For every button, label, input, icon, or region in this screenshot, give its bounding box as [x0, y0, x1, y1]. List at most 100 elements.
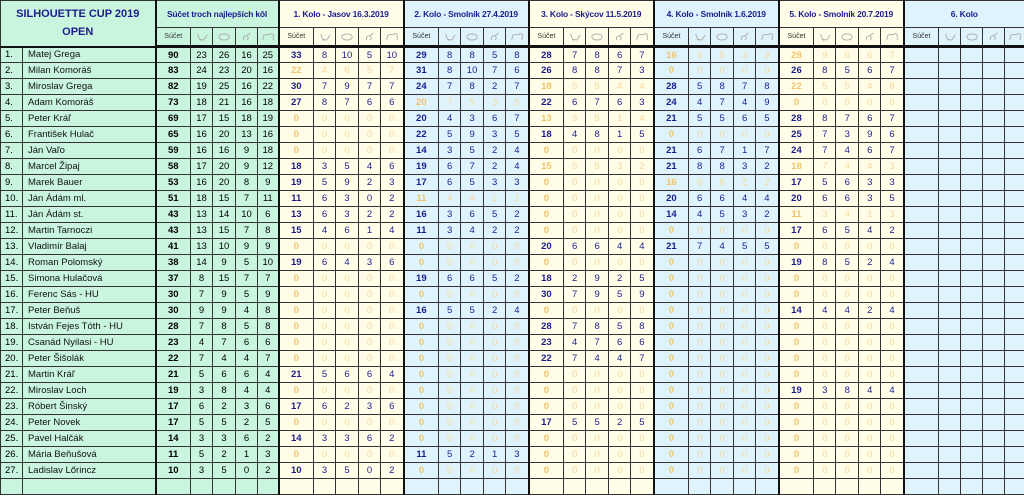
round-score-cell: 7 [880, 62, 905, 79]
round-score-cell: 6 [835, 190, 860, 207]
round-score-cell: 2 [358, 174, 382, 191]
round-score-cell [982, 446, 1006, 463]
round-score-cell: 2 [755, 174, 780, 191]
round-score-cell: 7 [585, 334, 610, 351]
round-score-cell: 2 [483, 158, 507, 175]
round-score-cell: 7 [733, 78, 757, 95]
round-score-cell: 0 [335, 270, 360, 287]
round-score-cell: 0 [505, 334, 530, 351]
round-sum-cell: 22 [528, 94, 565, 111]
round-score-cell: 5 [358, 45, 382, 63]
empty-cell [585, 478, 610, 495]
round-score-cell: 5 [460, 94, 485, 111]
total-category-cell: 9 [256, 238, 280, 255]
round-score-cell: 3 [630, 94, 655, 111]
round-sum-cell [903, 334, 940, 351]
round-sum-cell: 21 [653, 142, 690, 159]
round-score-cell [938, 126, 962, 143]
round-score-cell: 0 [835, 446, 860, 463]
round-score-cell: 0 [835, 238, 860, 255]
total-category-cell: 7 [235, 270, 258, 287]
round-score-cell: 0 [608, 206, 632, 223]
empty-cell [335, 478, 360, 495]
round-score-cell: 4 [858, 222, 882, 239]
round-sum-cell [903, 254, 940, 271]
ram-icon [1008, 32, 1021, 41]
round-score-cell: 0 [313, 382, 337, 399]
total-category-cell: 15 [212, 270, 236, 287]
empty-cell [733, 478, 757, 495]
round-sum-cell: 24 [653, 94, 690, 111]
empty-cell [880, 478, 905, 495]
round-score-cell: 5 [505, 126, 530, 143]
round-sum-cell [903, 382, 940, 399]
round-score-cell: 0 [710, 318, 735, 335]
round-sum-cell: 0 [403, 334, 440, 351]
round-header: 4. Kolo - Smolník 1.6.2019 [653, 0, 780, 28]
total-category-cell: 7 [190, 286, 213, 303]
round-score-cell [960, 78, 984, 95]
round-score-cell: 3 [483, 174, 507, 191]
round-sum-cell: 0 [653, 462, 690, 479]
round-score-cell [960, 334, 984, 351]
round-score-cell: 5 [585, 110, 610, 127]
round-score-cell: 3 [835, 126, 860, 143]
round-score-cell: 5 [710, 206, 735, 223]
round-score-cell: 4 [585, 350, 610, 367]
round-score-cell [938, 78, 962, 95]
empty-cell [155, 478, 191, 495]
round-sum-cell: 0 [653, 430, 690, 447]
round-score-cell [982, 190, 1006, 207]
pig-icon [716, 33, 728, 41]
round-score-cell: 4 [688, 206, 712, 223]
total-category-cell: 6 [190, 398, 213, 415]
round-score-cell [982, 350, 1006, 367]
empty-cell [190, 478, 213, 495]
round-score-cell: 5 [835, 62, 860, 79]
round-score-cell: 7 [630, 45, 655, 63]
round-score-cell: 0 [630, 142, 655, 159]
round-score-cell: 0 [688, 254, 712, 271]
empty-cell [630, 478, 655, 495]
round-score-cell: 6 [460, 206, 485, 223]
round-sum-cell: 15 [278, 222, 315, 239]
total-category-cell: 13 [190, 206, 213, 223]
round-score-cell: 0 [880, 334, 905, 351]
total-category-cell: 16 [190, 126, 213, 143]
round-score-cell: 0 [358, 382, 382, 399]
turkey-icon [740, 32, 749, 41]
total-sum-cell: 58 [155, 158, 191, 175]
round-sum-cell [903, 366, 940, 383]
round-score-cell: 6 [858, 62, 882, 79]
round-score-cell: 0 [460, 462, 485, 479]
round-sum-cell: 0 [653, 350, 690, 367]
category-header [505, 27, 530, 48]
total-category-cell: 10 [212, 238, 236, 255]
total-category-cell: 9 [212, 254, 236, 271]
round-score-cell: 6 [858, 142, 882, 159]
table-row: 26. Mária Beňušová 11 5 2 1 3 0 0 0 0 0 11 5 2 1 3 0 0 0 0 0 0… [0, 446, 1024, 463]
pig-icon [591, 33, 603, 41]
round-score-cell: 2 [460, 446, 485, 463]
pig-icon [466, 33, 478, 41]
rank-cell: 15. [0, 270, 23, 287]
total-category-cell: 16 [256, 62, 280, 79]
round-score-cell: 0 [563, 254, 587, 271]
round-score-cell [1004, 62, 1024, 79]
round-sum-cell: 0 [528, 430, 565, 447]
round-score-cell [938, 302, 962, 319]
total-category-cell: 4 [235, 382, 258, 399]
total-category-cell: 2 [256, 430, 280, 447]
round-score-cell: 0 [585, 190, 610, 207]
round-score-cell: 9 [858, 126, 882, 143]
round-score-cell: 0 [358, 446, 382, 463]
round-score-cell: 6 [313, 190, 337, 207]
round-score-cell: 2 [858, 302, 882, 319]
name-cell: Milan Komoráš [22, 62, 157, 79]
round-score-cell: 5 [688, 45, 712, 63]
round-score-cell: 7 [505, 78, 530, 95]
round-score-cell: 0 [608, 222, 632, 239]
round-score-cell: 0 [710, 430, 735, 447]
empty-row [0, 478, 1024, 495]
round-score-cell [960, 270, 984, 287]
